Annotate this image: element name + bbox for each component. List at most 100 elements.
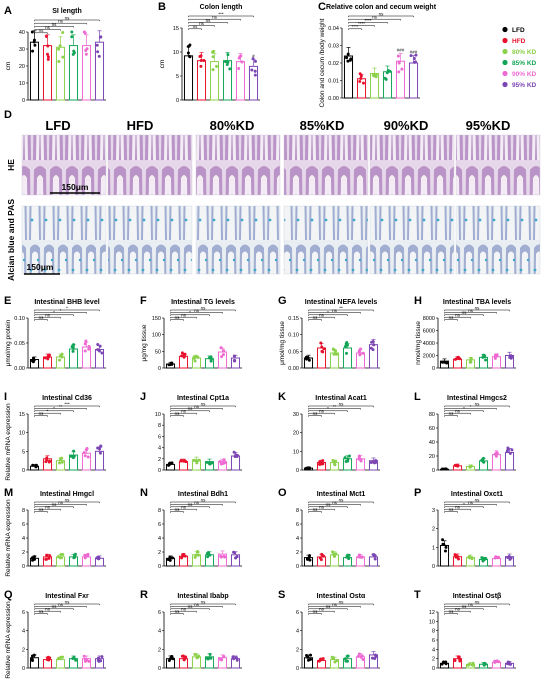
y-tick-label: 0 <box>296 468 299 474</box>
sig-label: ns <box>201 497 207 502</box>
data-point <box>335 352 339 356</box>
data-point <box>46 656 50 660</box>
y-tick-label: 3 <box>432 508 435 514</box>
data-point <box>359 76 363 80</box>
legend-marker <box>502 48 508 55</box>
data-point <box>344 659 348 663</box>
y-tick-label: 0 <box>296 564 299 570</box>
bar-LFD <box>439 544 450 567</box>
data-point <box>232 450 236 454</box>
chart-panel-G: G Intestinal NEFA levels 0.00 0.05 0.10 0.15μ… <box>278 295 380 372</box>
sig-label: ** <box>339 305 343 310</box>
data-point <box>32 40 36 44</box>
data-point <box>95 43 99 47</box>
sig-label: ns <box>455 607 461 612</box>
panel-letter: C <box>318 1 326 13</box>
sig-label: ns <box>39 411 45 416</box>
data-point <box>360 555 364 559</box>
data-point <box>359 459 363 463</box>
data-point <box>334 459 338 463</box>
sig-label: ns <box>201 305 207 310</box>
legend-marker <box>502 26 508 33</box>
data-point <box>87 347 91 351</box>
y-tick-label: 4 <box>296 629 299 635</box>
data-point <box>170 556 174 560</box>
y-tick-label: 6 <box>22 522 25 528</box>
panel-letter: R <box>140 589 148 601</box>
sig-label: ns <box>449 315 455 320</box>
y-tick-label: 8 <box>158 508 161 514</box>
data-point <box>346 59 350 63</box>
sig-label: ns <box>449 411 455 416</box>
sig-label: ns <box>45 313 51 318</box>
data-point <box>188 55 192 59</box>
data-point <box>251 57 255 61</box>
he-micrograph-5 <box>455 134 541 196</box>
data-point <box>195 656 199 660</box>
chart-panel-E: E Intestinal BHB level 0.00 0.05 0.10μmol/mg… <box>4 295 106 372</box>
data-point <box>369 460 373 464</box>
data-point <box>219 554 223 558</box>
sig-label: ns <box>39 609 45 614</box>
pas-micrograph-4 <box>369 205 455 275</box>
chart-title: SI length <box>52 8 82 15</box>
data-point <box>480 556 484 560</box>
y-tick-label: 0 <box>158 366 161 372</box>
data-point <box>71 349 75 353</box>
data-point <box>221 353 225 357</box>
y-tick-label: 0.00 <box>14 366 25 372</box>
data-point <box>333 660 337 664</box>
data-point <box>207 552 211 556</box>
y-tick-label: 100 <box>152 333 161 339</box>
data-point <box>222 655 226 659</box>
pas-micrograph-1 <box>107 205 193 275</box>
data-point <box>211 55 215 59</box>
sig-label: ns <box>319 505 325 510</box>
y-tick-label: 6 <box>22 610 25 616</box>
y-tick-label: 2 <box>296 647 299 653</box>
chart-title: Intestinal Ostβ <box>453 593 502 600</box>
sig-label: ** <box>59 404 63 409</box>
data-point <box>71 52 75 56</box>
data-point <box>168 558 172 562</box>
y-tick-label: 0 <box>22 564 25 570</box>
sig-label: ns <box>45 505 51 510</box>
group-label: LFD <box>45 118 70 133</box>
chart-panel-M: M Intestinal Hmgcl 0 2 4 6 8 Relative mRNA expr… <box>4 487 106 577</box>
data-point <box>85 47 89 51</box>
data-point <box>345 340 349 344</box>
sig-label: * <box>189 310 191 315</box>
sig-label: **** <box>351 24 358 29</box>
group-label: HFD <box>127 118 154 133</box>
chart-title: Intestinal TG levels <box>171 299 235 306</box>
sig-label: ns <box>52 22 58 27</box>
y-tick-label: 0.15 <box>288 316 299 322</box>
data-point <box>319 341 323 345</box>
y-tick-label: 0 <box>432 564 435 570</box>
data-point <box>331 550 335 554</box>
sig-label: ns <box>339 599 345 604</box>
data-point <box>453 357 457 361</box>
y-tick-label: 20 <box>293 431 299 437</box>
y-tick-label: 150 <box>152 316 161 322</box>
panel-letter: E <box>4 295 11 307</box>
legend-label: LFD <box>512 27 525 34</box>
group-label: 90%KD <box>384 118 429 133</box>
data-point <box>224 60 228 64</box>
sig-label: ns <box>319 607 325 612</box>
data-point <box>47 460 51 464</box>
data-point <box>322 347 326 351</box>
y-axis-label: nmol/mg tissue <box>415 321 422 365</box>
sig-label: ns <box>326 502 332 507</box>
chart-title: Intestinal Oxct1 <box>451 491 503 498</box>
panel-letter: D <box>4 109 12 121</box>
data-point <box>45 553 49 557</box>
data-point <box>238 55 242 59</box>
data-point <box>57 47 61 51</box>
y-tick-label: 50 <box>155 349 161 355</box>
chart-title: Intestinal Acat1 <box>315 395 367 402</box>
